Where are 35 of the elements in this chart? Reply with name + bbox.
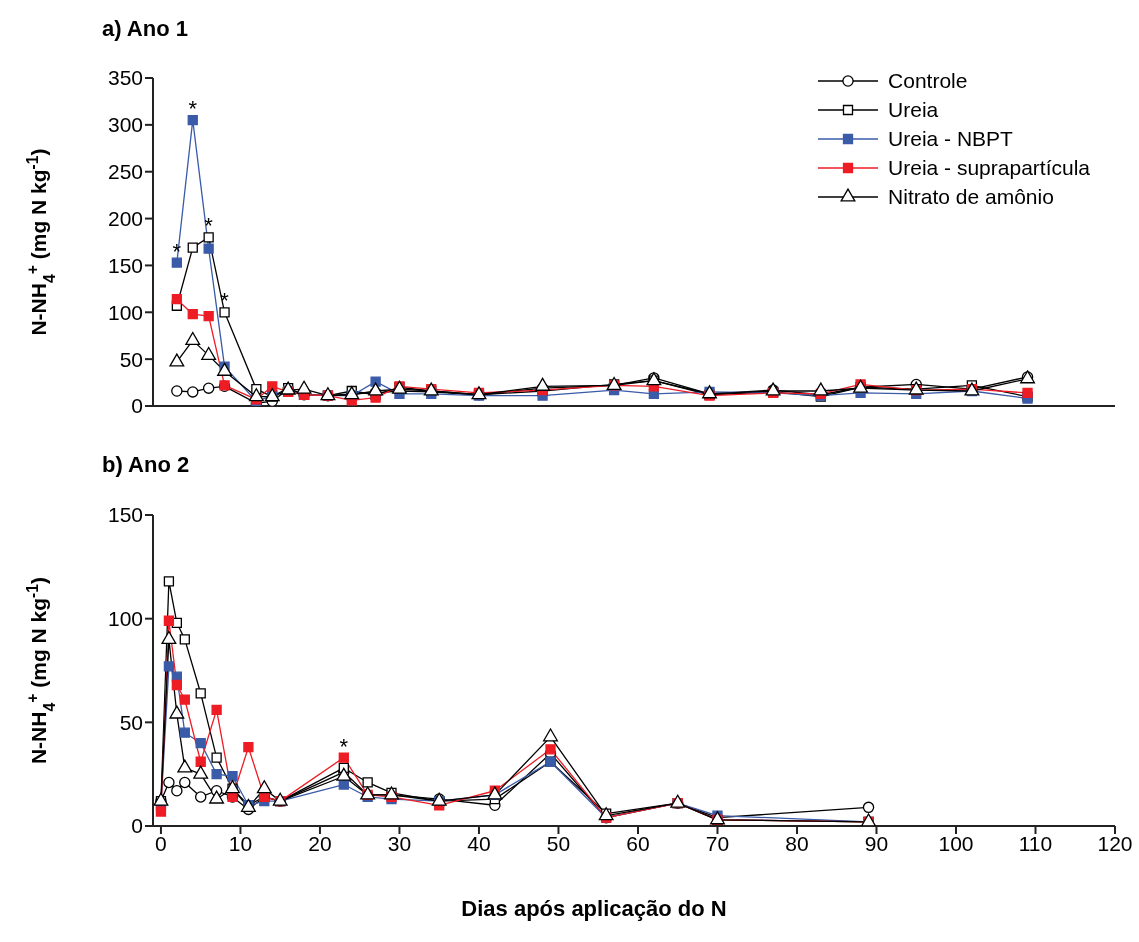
y-tick-label: 200 (107, 207, 143, 231)
x-tick-label: 90 (864, 831, 889, 855)
y-tick-label: 100 (107, 607, 143, 631)
x-tick-label: 60 (626, 831, 650, 855)
x-tick-label: 70 (705, 831, 730, 855)
annotation: * (339, 733, 349, 759)
x-tick-label: 50 (546, 831, 571, 855)
y-tick-label: 150 (107, 503, 143, 527)
chart-title: b) Ano 2 (102, 452, 190, 478)
chart-title: a) Ano 1 (102, 16, 188, 42)
x-tick-label: 30 (387, 831, 412, 855)
x-tick-label: 100 (938, 831, 974, 855)
x-tick-label: 80 (785, 831, 809, 855)
y-tick-label: 100 (107, 300, 143, 324)
x-tick-label: 110 (1018, 831, 1053, 855)
x-tick-label: 120 (1097, 831, 1133, 855)
y-tick-label: 50 (119, 710, 143, 734)
x-tick-label: 0 (155, 831, 167, 855)
y-tick-label: 0 (131, 394, 143, 418)
y-tick-label: 300 (107, 113, 143, 137)
x-axis-title: Dias após aplicação do N (461, 896, 727, 921)
legend-label: Ureia - NBPT (888, 126, 1013, 151)
annotation: * (188, 96, 198, 122)
y-tick-label: 0 (131, 814, 143, 838)
legend-label: Controle (888, 68, 968, 93)
y-tick-label: 50 (119, 347, 143, 371)
legend-label: Nitrato de amônio (888, 184, 1054, 209)
x-tick-label: 10 (228, 831, 253, 855)
x-tick-label: 20 (308, 831, 332, 855)
y-tick-label: 350 (107, 66, 143, 90)
y-tick-label: 150 (107, 253, 143, 277)
legend-label: Ureia (888, 97, 939, 122)
legend-label: Ureia - suprapartícula (888, 155, 1090, 180)
y-tick-label: 250 (107, 160, 143, 184)
x-tick-label: 40 (467, 831, 491, 855)
